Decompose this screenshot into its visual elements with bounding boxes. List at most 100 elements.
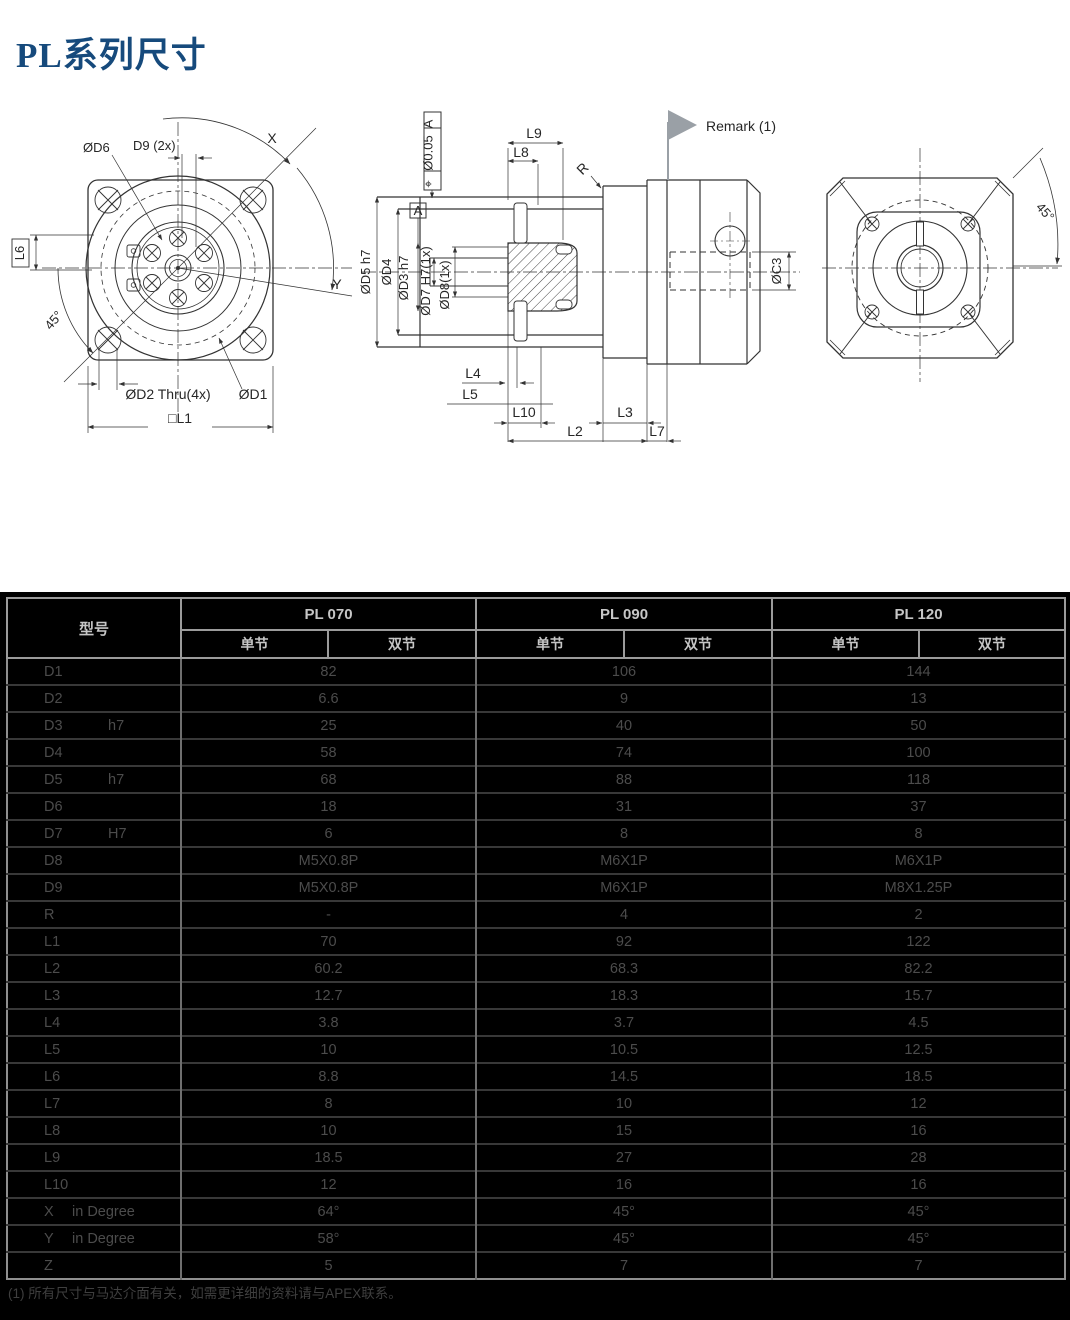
table-cell: 16 (475, 1170, 772, 1198)
model-corner-header: 型号 (6, 597, 182, 659)
table-row: D7 H7 6 8 8 (7, 819, 1065, 847)
table-cell: 40 (475, 711, 772, 739)
table-cell: M5X0.8P (180, 846, 476, 874)
table-cell: 64° (180, 1197, 476, 1225)
table-cell: 82.2 (771, 954, 1065, 982)
row-label-cell: L7 (7, 1089, 181, 1117)
row-label: D8 (44, 852, 63, 869)
table-cell: M6X1P (771, 846, 1065, 874)
fcf-datum-ref: A (421, 119, 436, 128)
table-row: L8 10 15 16 (7, 1116, 1065, 1144)
table-row: L4 3.8 3.7 4.5 (7, 1008, 1065, 1036)
row-label: L1 (44, 933, 61, 950)
table-cell: 8 (180, 1089, 476, 1117)
row-label: D3 (44, 717, 63, 734)
table-cell: 45° (771, 1197, 1065, 1225)
section-d4-label: ØD4 (379, 259, 394, 286)
table-cell: 14.5 (475, 1062, 772, 1090)
row-label: L9 (44, 1149, 61, 1166)
table-cell: - (180, 900, 476, 928)
table-row: D8 M5X0.8P M6X1P M6X1P (7, 846, 1065, 874)
front-d2-label: ØD2 Thru(4x) (125, 386, 210, 402)
table-cell: 9 (475, 684, 772, 712)
row-label: R (44, 906, 55, 923)
row-label: L8 (44, 1122, 61, 1139)
table-cell: 6 (180, 819, 476, 847)
table-row: L10 12 16 16 (7, 1170, 1065, 1198)
table-row: L9 18.5 27 28 (7, 1143, 1065, 1171)
row-label-cell: D2 (7, 684, 181, 712)
table-cell: M6X1P (475, 846, 772, 874)
row-label: D5 (44, 771, 63, 788)
table-cell: 92 (475, 927, 772, 955)
table-cell: 100 (771, 738, 1065, 766)
front-d9-label: D9 (2x) (133, 138, 176, 153)
section-l3-label: L3 (617, 404, 633, 420)
table-cell: 74 (475, 738, 772, 766)
table-cell: 8.8 (180, 1062, 476, 1090)
row-label-cell: D5 h7 (7, 765, 181, 793)
section-d3-label: ØD3 h7 (396, 256, 411, 301)
remark-label: Remark (1) (706, 118, 776, 134)
table-cell: 6.6 (180, 684, 476, 712)
section-l5-label: L5 (462, 386, 478, 402)
table-cell: 7 (771, 1251, 1065, 1279)
row-label: D6 (44, 798, 63, 815)
stage-sub-header: 双节 (623, 629, 773, 659)
table-cell: 60.2 (180, 954, 476, 982)
row-label-cell: L5 (7, 1035, 181, 1063)
section-d7-label: ØD7 H7(1x) (418, 246, 433, 315)
section-d8-label: ØD8(1x) (437, 260, 452, 309)
front-x-axis-label: X (267, 130, 277, 146)
table-row: L2 60.2 68.3 82.2 (7, 954, 1065, 982)
footnote: (1) 所有尺寸与马达介面有关，如需更详细的资料请与APEX联系。 (8, 1286, 402, 1301)
section-l10-label: L10 (512, 404, 536, 420)
table-row: L6 8.8 14.5 18.5 (7, 1062, 1065, 1090)
stage-sub-header: 单节 (771, 629, 920, 659)
table-cell: M8X1.25P (771, 873, 1065, 901)
table-cell: 15 (475, 1116, 772, 1144)
page-title: PL系列尺寸 (16, 36, 207, 76)
model-group-header: PL 070 (180, 597, 477, 631)
table-cell: 18.5 (771, 1062, 1065, 1090)
front-l6-label: L6 (12, 246, 27, 260)
row-label: X (44, 1203, 54, 1220)
row-label-cell: D7 H7 (7, 819, 181, 847)
table-cell: 2 (771, 900, 1065, 928)
table-cell: 12.5 (771, 1035, 1065, 1063)
table-cell: 25 (180, 711, 476, 739)
row-unit: in Degree (72, 1230, 135, 1247)
row-label: D4 (44, 744, 63, 761)
table-cell: 15.7 (771, 981, 1065, 1009)
table-cell: 45° (771, 1224, 1065, 1252)
table-row: D1 82 106 144 (7, 657, 1065, 685)
table-cell: 45° (475, 1197, 772, 1225)
row-label: Z (44, 1257, 53, 1274)
front-view-drawing: ØD6 D9 (2x) L6 45° X Y ØD2 Thru(4x) ØD1 … (11, 117, 353, 433)
row-label-cell: L2 (7, 954, 181, 982)
front-y-axis-label: Y (332, 276, 342, 292)
row-label-cell: D9 (7, 873, 181, 901)
corner-bolt-holes (94, 186, 267, 354)
table-row: D3 h7 25 40 50 (7, 711, 1065, 739)
rear-view-drawing: 45° (822, 147, 1062, 382)
table-cell: 50 (771, 711, 1065, 739)
table-cell: 12 (771, 1089, 1065, 1117)
table-cell: 16 (771, 1170, 1065, 1198)
row-label-cell: L4 (7, 1008, 181, 1036)
datum-a-label: A (414, 203, 423, 218)
table-row: D9 M5X0.8P M6X1P M8X1.25P (7, 873, 1065, 901)
table-cell: 70 (180, 927, 476, 955)
row-label: D9 (44, 879, 63, 896)
table-cell: 4.5 (771, 1008, 1065, 1036)
table-row: D4 58 74 100 (7, 738, 1065, 766)
row-label: L3 (44, 987, 61, 1004)
table-cell: 45° (475, 1224, 772, 1252)
row-label: D1 (44, 663, 63, 680)
row-label: L10 (44, 1176, 69, 1193)
